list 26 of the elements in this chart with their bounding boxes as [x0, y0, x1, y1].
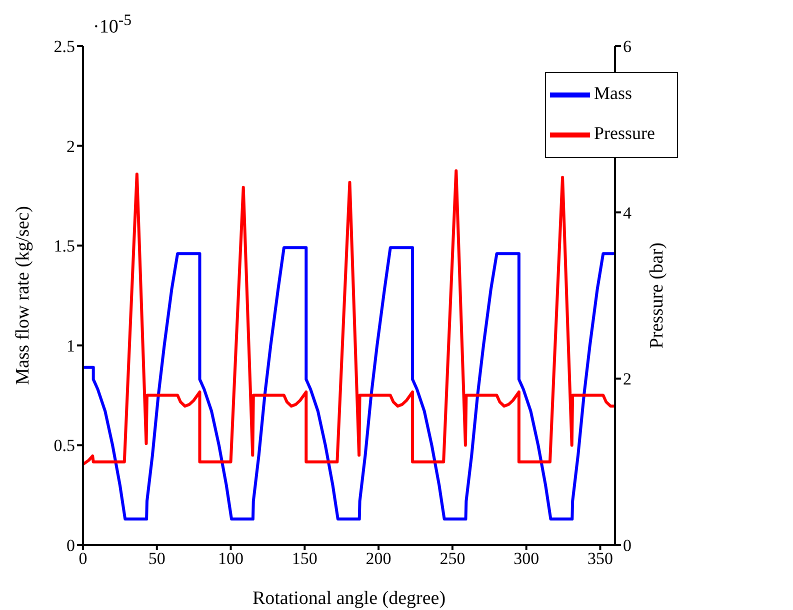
x-tick-label: 0	[78, 549, 88, 568]
y2-tick-label: 2	[623, 370, 632, 389]
y2-tick-label: 6	[623, 37, 632, 56]
legend-label: Mass	[594, 83, 632, 104]
y-tick-label: 0.5	[54, 436, 75, 456]
x-tick-label: 100	[218, 549, 244, 568]
y-tick-label: 2	[66, 136, 75, 156]
line-series	[83, 169, 615, 466]
y-tick-label: 1	[66, 336, 75, 356]
y-tick-label: 0	[66, 536, 75, 556]
x-tick-label: 150	[292, 549, 318, 568]
y2-tick-label: 4	[623, 203, 632, 222]
text: ·10$^{-5}$	[93, 12, 132, 38]
y-tick-label: 2.5	[54, 37, 75, 56]
legend-label: Pressure	[594, 123, 655, 144]
y2-axis-title: Pressure (bar)	[646, 242, 668, 349]
x-tick-label: 350	[587, 549, 613, 568]
x-tick-label: 250	[440, 549, 466, 568]
x-tick-label: 200	[366, 549, 392, 568]
y2-tick-label: 0	[623, 536, 632, 556]
x-tick-label: 300	[514, 549, 540, 568]
y-axis-title: Mass flow rate (kg/sec)	[12, 206, 34, 385]
x-axis-title: Rotational angle (degree)	[252, 588, 446, 609]
x-tick-label: 50	[148, 549, 166, 568]
line-series	[83, 246, 615, 521]
y-tick-label: 1.5	[54, 236, 75, 256]
